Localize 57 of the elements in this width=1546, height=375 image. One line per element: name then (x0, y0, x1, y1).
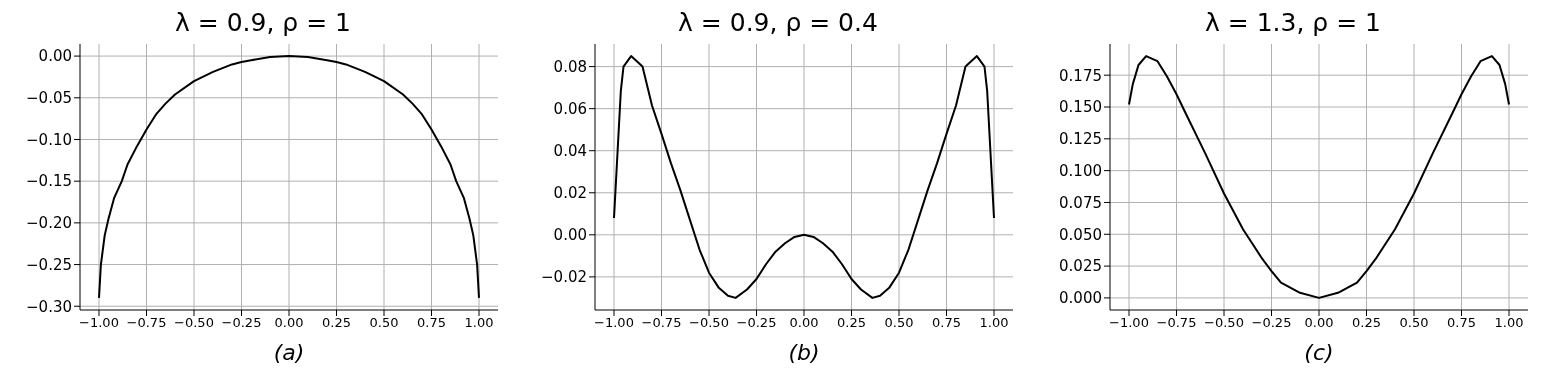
x-tick-label: 0.00 (274, 315, 304, 331)
x-tick-label: −0.75 (126, 315, 167, 331)
chart-title: λ = 0.9, ρ = 1 (174, 8, 352, 38)
x-axis-title: (b) (788, 340, 820, 365)
line-series (98, 55, 480, 299)
x-tick-label: −1.00 (594, 315, 634, 331)
y-tick-label: 0.025 (1059, 257, 1102, 276)
x-tick-label: −0.50 (174, 315, 214, 331)
x-tick-label: 0.50 (884, 315, 914, 331)
x-tick-label: 0.75 (417, 315, 446, 331)
x-tick-label: −0.25 (736, 315, 777, 331)
y-tick-label: −0.15 (26, 172, 72, 191)
x-tick-label: −0.75 (641, 315, 682, 331)
x-axis-title: (a) (273, 340, 305, 365)
line-series (613, 55, 995, 299)
x-tick-label: −0.25 (221, 315, 262, 331)
y-tick-label: 0.000 (1059, 289, 1102, 308)
x-tick-label: 0.50 (1399, 315, 1429, 331)
y-tick-label: −0.20 (26, 214, 72, 233)
y-tick-label: −0.02 (541, 268, 587, 287)
y-tick-label: 0.04 (553, 142, 587, 161)
y-tick-label: 0.100 (1059, 161, 1102, 180)
x-tick-label: 0.00 (789, 315, 819, 331)
x-tick-label: 0.75 (1447, 315, 1476, 331)
x-tick-label: 0.75 (932, 315, 961, 331)
x-tick-label: −0.50 (1204, 315, 1244, 331)
x-tick-label: 0.00 (1304, 315, 1334, 331)
x-tick-label: −0.50 (689, 315, 729, 331)
y-tick-label: 0.00 (38, 47, 72, 66)
line-series (1128, 55, 1510, 299)
y-tick-label: 0.06 (553, 99, 587, 118)
chart-title: λ = 0.9, ρ = 0.4 (677, 8, 879, 38)
x-tick-label: 0.25 (322, 315, 351, 331)
y-tick-label: 0.02 (553, 184, 587, 203)
x-tick-label: 1.00 (464, 315, 494, 331)
y-tick-label: −0.25 (26, 255, 72, 274)
x-axis-title: (c) (1304, 340, 1334, 365)
chart-title: λ = 1.3, ρ = 1 (1204, 8, 1382, 38)
x-tick-label: −0.75 (1156, 315, 1197, 331)
x-tick-label: 1.00 (1494, 315, 1524, 331)
y-tick-label: 0.050 (1059, 225, 1102, 244)
y-tick-label: 0.075 (1059, 193, 1102, 212)
y-tick-label: 0.00 (553, 226, 587, 245)
x-tick-label: 0.50 (369, 315, 399, 331)
y-tick-label: 0.175 (1059, 66, 1102, 85)
x-tick-label: 0.25 (837, 315, 866, 331)
x-tick-label: −1.00 (1109, 315, 1149, 331)
x-tick-label: −1.00 (79, 315, 119, 331)
y-tick-label: 0.150 (1059, 98, 1102, 117)
x-tick-label: −0.25 (1251, 315, 1292, 331)
x-tick-label: 1.00 (979, 315, 1009, 331)
y-tick-label: 0.08 (553, 57, 587, 76)
x-tick-label: 0.25 (1352, 315, 1381, 331)
y-tick-label: −0.05 (26, 89, 72, 108)
y-tick-label: −0.30 (26, 297, 72, 316)
y-tick-label: −0.10 (26, 130, 72, 149)
y-tick-label: 0.125 (1059, 130, 1102, 149)
